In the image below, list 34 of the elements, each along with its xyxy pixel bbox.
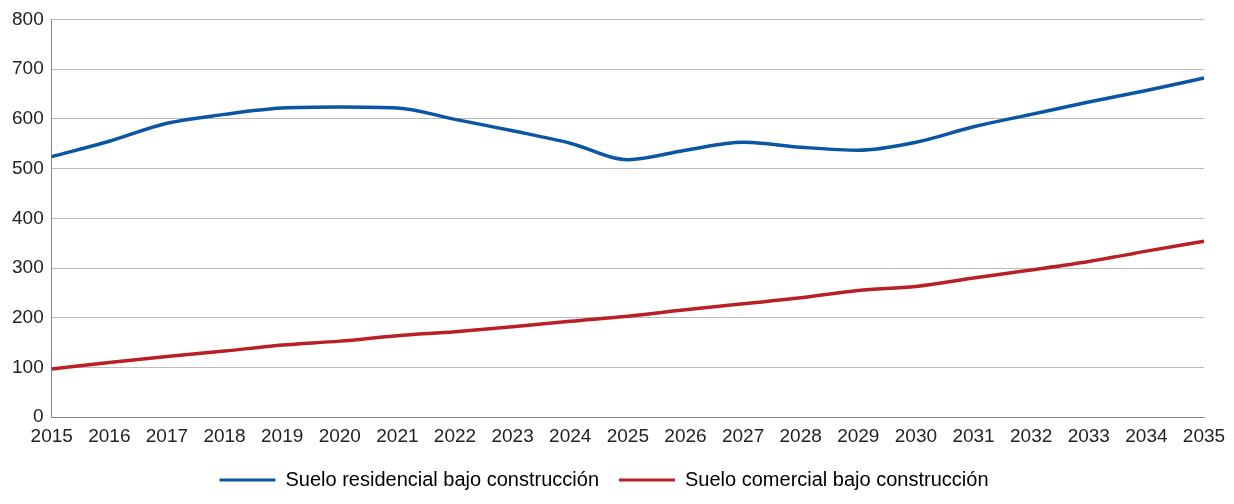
x-tick-label: 2021 — [376, 424, 419, 446]
y-tick-label: 0 — [33, 405, 44, 427]
x-tick-label: 2033 — [1067, 424, 1110, 446]
y-tick-label: 600 — [12, 107, 44, 129]
x-tick-label: 2030 — [894, 424, 938, 446]
x-tick-label: 2035 — [1182, 424, 1226, 446]
x-tick-label: 2019 — [261, 424, 304, 446]
y-tick-label: 200 — [12, 305, 44, 327]
y-tick-label: 500 — [12, 156, 44, 178]
y-tick-label: 300 — [12, 256, 44, 278]
x-tick-label: 2022 — [433, 424, 477, 446]
x-tick-label: 2020 — [318, 424, 361, 446]
y-tick-label: 700 — [12, 57, 44, 79]
x-tick-label: 2024 — [549, 424, 592, 446]
x-tick-label: 2015 — [30, 424, 73, 446]
x-tick-label: 2025 — [606, 424, 649, 446]
y-tick-label: 100 — [12, 355, 44, 377]
x-tick-label: 2017 — [145, 424, 189, 446]
x-tick-label: 2031 — [952, 424, 995, 446]
x-tick-label: 2032 — [1010, 424, 1053, 446]
y-tick-label: 400 — [12, 206, 44, 228]
x-tick-label: 2023 — [491, 424, 534, 446]
x-tick-label: 2027 — [721, 424, 765, 446]
x-tick-label: 2016 — [88, 424, 131, 446]
line-series — [49, 76, 1206, 162]
y-tick-label: 800 — [12, 7, 44, 29]
x-tick-label: 2026 — [664, 424, 707, 446]
x-tick-label: 2034 — [1125, 424, 1168, 446]
legend-label: Suelo comercial bajo construcción — [685, 467, 989, 490]
legend-label: Suelo residencial bajo construcción — [285, 467, 600, 490]
line-series — [49, 239, 1206, 371]
x-tick-label: 2018 — [203, 424, 246, 446]
x-tick-label: 2028 — [779, 424, 822, 446]
x-tick-label: 2029 — [837, 424, 880, 446]
